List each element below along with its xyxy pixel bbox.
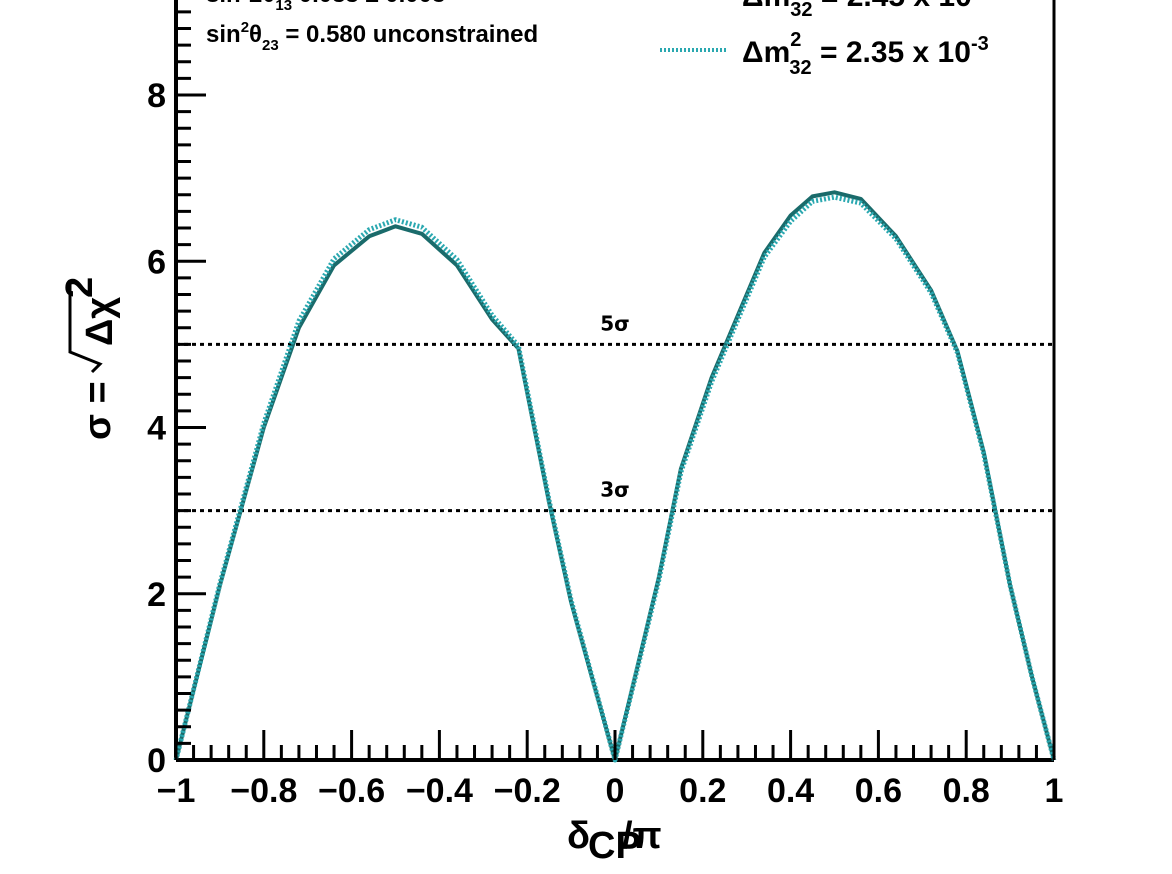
- x-tick-label: −0.4: [406, 772, 473, 810]
- x-tick-label: −1: [157, 772, 196, 810]
- x-tick-label: −0.2: [494, 772, 561, 810]
- x-tick-label: 0.2: [679, 772, 726, 810]
- y-tick-label: 0: [147, 742, 166, 780]
- y-tick-label: 2: [147, 576, 166, 614]
- legend-entry-series-1: Δm32 = 2.45 x 10-3: [742, 0, 990, 21]
- svg-text:CP: CP: [588, 825, 641, 867]
- y-axis-title: σ = Δχ 2: [59, 277, 121, 440]
- svg-text:2: 2: [59, 277, 101, 298]
- x-axis-title: δ CP /π: [567, 815, 662, 867]
- y-tick-label: 8: [147, 77, 166, 115]
- svg-text:δ: δ: [567, 815, 590, 857]
- annotation-theta23: sin2θ23 = 0.580 unconstrained: [206, 19, 538, 54]
- x-tick-label: −0.8: [230, 772, 297, 810]
- x-tick-label: 1: [1045, 772, 1064, 810]
- reference-label-1: 5σ: [600, 311, 630, 335]
- svg-text:Δχ: Δχ: [79, 297, 121, 346]
- legend-entry-series-2: Δm2 32 = 2.35 x 10-3: [742, 29, 989, 79]
- x-tick-label: 0.6: [855, 772, 902, 810]
- x-axis-ticks: −1 −0.8 −0.6 −0.4 −0.2 0 0.2 0.4 0.6 0.8 1: [157, 730, 1064, 810]
- series-line-1: [174, 190, 1056, 762]
- x-tick-label: 0.8: [943, 772, 990, 810]
- y-tick-label: 4: [147, 410, 166, 448]
- reference-label-2: 3σ: [600, 478, 630, 502]
- x-tick-label: 0: [606, 772, 625, 810]
- y-tick-label: 6: [147, 243, 166, 281]
- plot-frame: [174, 0, 1056, 762]
- x-tick-label: −0.6: [318, 772, 385, 810]
- svg-text:σ =: σ =: [77, 381, 119, 440]
- series-line-2: [173, 194, 1057, 763]
- x-tick-label: 0.4: [767, 772, 814, 810]
- y-axis-ticks: 0 2 4 6 8: [147, 10, 206, 780]
- series-curves: [173, 190, 1057, 763]
- annotation-theta13: sin22θ13 0.088 ± 0.003: [206, 0, 445, 14]
- svg-text:/π: /π: [622, 815, 662, 857]
- reference-lines: 5σ 3σ: [176, 311, 1054, 513]
